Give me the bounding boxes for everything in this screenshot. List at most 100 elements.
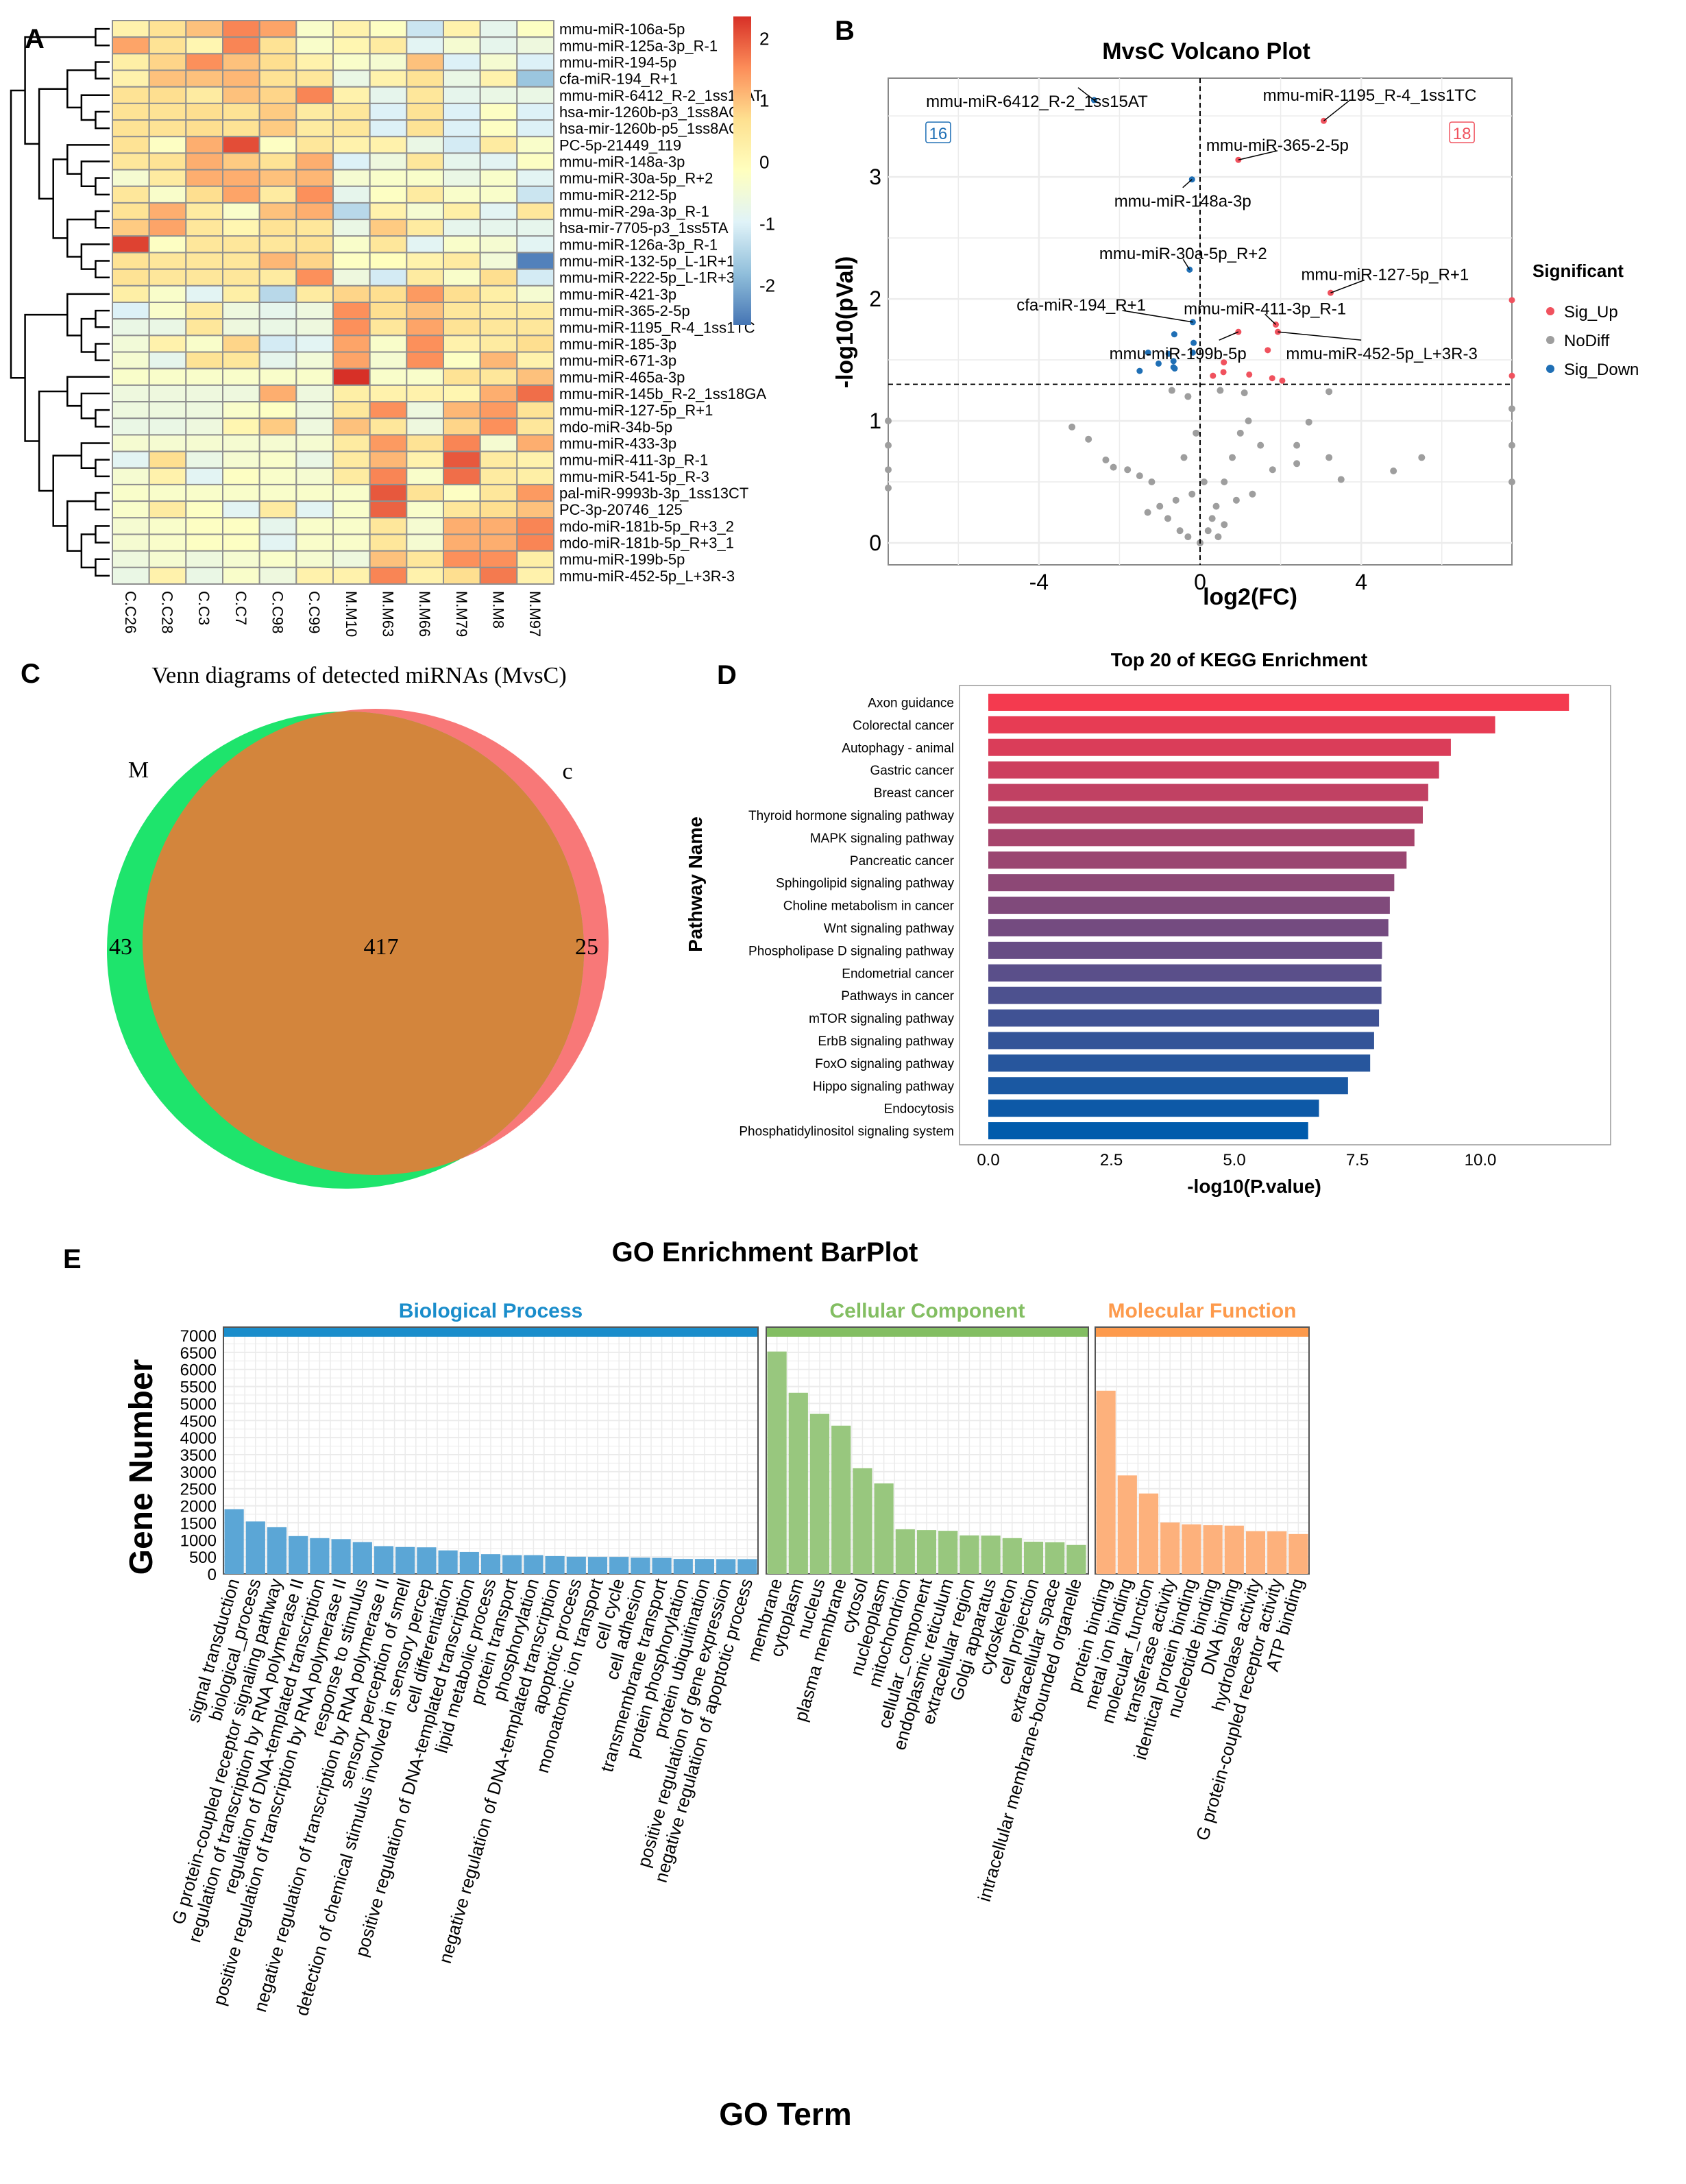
heatmap-cell	[332, 202, 371, 221]
y-tick-label: 1	[869, 409, 881, 433]
dendrogram-branch	[80, 533, 96, 569]
heatmap-cell	[222, 20, 260, 38]
panel-label-e: E	[63, 1244, 82, 1274]
volcano-point-nodiff	[1236, 429, 1244, 437]
heatmap-cell	[295, 202, 334, 221]
kegg-category-label: Endocytosis	[884, 1102, 954, 1117]
heatmap-cell	[516, 434, 554, 452]
heatmap-cell	[185, 550, 224, 568]
heatmap-cell	[369, 351, 408, 369]
volcano-point-nodiff	[1217, 387, 1224, 394]
volcano-point-label: mmu-miR-148a-3p	[1114, 193, 1251, 211]
heatmap-cell	[479, 434, 518, 452]
heatmap-cell	[148, 284, 187, 303]
heatmap-cell	[222, 202, 260, 221]
heatmap-cell	[516, 284, 554, 303]
heatmap-row-label: cfa-miR-194_R+1	[559, 71, 678, 88]
heatmap-cell	[295, 450, 334, 469]
heatmap-cell	[222, 483, 260, 502]
heatmap-cell	[258, 417, 297, 436]
go-bar	[1117, 1475, 1137, 1574]
kegg-category-label: Choline metabolism in cancer	[783, 899, 955, 914]
heatmap-cell	[406, 533, 444, 552]
go-bar	[694, 1559, 715, 1574]
heatmap-column-label: M.M97	[526, 591, 543, 637]
heatmap-cell	[222, 351, 260, 369]
volcano-point-label: mmu-miR-6412_R-2_1ss15AT	[926, 93, 1148, 111]
volcano-point-nodiff	[1325, 388, 1333, 396]
heatmap-cell	[185, 417, 224, 436]
heatmap-cell	[295, 351, 334, 369]
heatmap-cell	[369, 467, 408, 485]
heatmap-cell	[479, 351, 518, 369]
heatmap-cell	[112, 36, 150, 55]
go-y-tick-label: 500	[189, 1549, 217, 1567]
go-bar	[1182, 1524, 1201, 1574]
volcano-point-label: mmu-miR-1195_R-4_1ss1TC	[1263, 86, 1477, 105]
heatmap-cell	[443, 268, 481, 287]
volcano-point-nodiff	[1305, 418, 1312, 426]
go-bar	[981, 1536, 1001, 1574]
heatmap-column-label: M.M63	[380, 591, 397, 637]
heatmap-cell	[222, 252, 260, 270]
heatmap-cell	[258, 152, 297, 171]
heatmap-cell	[516, 517, 554, 535]
heatmap-cell	[295, 185, 334, 204]
heatmap-cell	[443, 136, 481, 154]
kegg-bar	[988, 1009, 1380, 1027]
heatmap-cell	[112, 318, 150, 337]
heatmap-cell	[222, 69, 260, 88]
volcano-point-nodiff	[1232, 496, 1240, 504]
heatmap-cell	[258, 69, 297, 88]
heatmap-cell	[295, 434, 334, 452]
heatmap-cell	[443, 434, 481, 452]
heatmap-cell	[516, 533, 554, 552]
heatmap-cell	[112, 69, 150, 88]
heatmap-cell	[443, 36, 481, 55]
heatmap-cell	[516, 53, 554, 71]
heatmap-row-label: pal-miR-9993b-3p_1ss13CT	[559, 485, 748, 502]
heatmap-cell	[443, 533, 481, 552]
heatmap-cell	[222, 185, 260, 204]
volcano-point-nodiff	[1241, 389, 1248, 397]
volcano-point-sig_up	[1279, 377, 1286, 384]
kegg-bar	[988, 874, 1395, 892]
heatmap-cell	[258, 467, 297, 485]
heatmap-cell	[295, 517, 334, 535]
heatmap-cell	[406, 335, 444, 353]
heatmap-cell	[369, 268, 408, 287]
heatmap-cell	[516, 202, 554, 221]
volcano-point-label: cfa-miR-194_R+1	[1016, 296, 1146, 315]
legend-marker	[1546, 365, 1554, 373]
heatmap-cell	[516, 483, 554, 502]
heatmap-cell	[332, 500, 371, 519]
venn-count-intersection: 417	[364, 934, 399, 960]
heatmap-cell	[148, 533, 187, 552]
volcano-point-nodiff	[1102, 456, 1110, 463]
heatmap-cell	[332, 268, 371, 287]
heatmap-cell	[406, 136, 444, 154]
heatmap-cell	[258, 550, 297, 568]
heatmap-cell	[332, 550, 371, 568]
heatmap-cell	[516, 401, 554, 420]
kegg-category-label: MAPK signaling pathway	[810, 832, 955, 846]
heatmap-row-label: mmu-miR-465a-3p	[559, 369, 685, 386]
heatmap-cell	[258, 335, 297, 353]
kegg-bar	[988, 1077, 1348, 1095]
legend-label: Sig_Up	[1564, 303, 1618, 321]
heatmap-cell	[479, 467, 518, 485]
heatmap-cell	[406, 86, 444, 104]
heatmap-cell	[258, 102, 297, 121]
go-bar	[809, 1413, 830, 1574]
volcano-point-nodiff	[1144, 509, 1151, 516]
venn-intersection	[143, 712, 584, 1175]
volcano-point-label: mmu-miR-365-2-5p	[1206, 136, 1349, 155]
heatmap-cell	[148, 252, 187, 270]
heatmap-cell	[148, 417, 187, 436]
heatmap-cell	[295, 318, 334, 337]
go-y-tick-label: 6500	[180, 1344, 217, 1363]
heatmap-cell	[479, 318, 518, 337]
x-tick-label: 0	[1194, 570, 1206, 594]
heatmap-cell	[332, 483, 371, 502]
heatmap-cell	[112, 302, 150, 320]
